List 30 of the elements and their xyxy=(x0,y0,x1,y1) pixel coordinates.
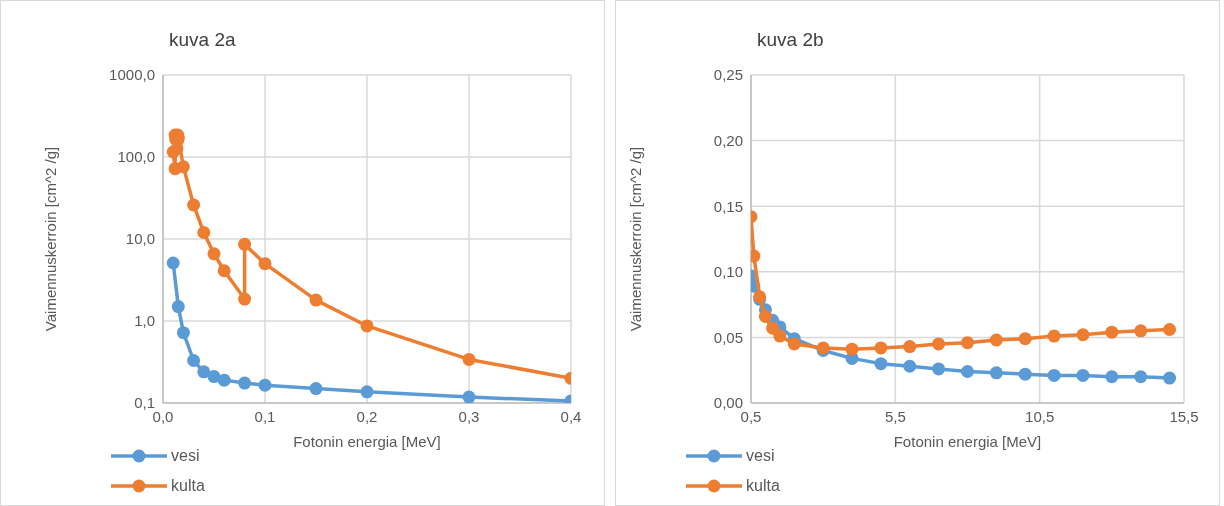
y-tick-label: 0,20 xyxy=(713,131,743,149)
legend-label: kulta xyxy=(746,477,780,495)
chart-title: kuva 2a xyxy=(169,29,236,51)
x-tick-label: 0,5 xyxy=(740,407,762,425)
y-tick-label: 0,05 xyxy=(713,328,743,346)
y-tick-label: 10,0 xyxy=(125,230,155,248)
x-tick-label: 15,5 xyxy=(1169,407,1199,425)
chart-title: kuva 2b xyxy=(757,29,824,51)
x-axis-title: Fotonin energia [MeV] xyxy=(893,433,1042,450)
legend-label: vesi xyxy=(171,447,200,465)
x-tick-label: 10,5 xyxy=(1025,407,1055,425)
y-tick-label: 0,25 xyxy=(713,66,743,84)
x-tick-label: 0,1 xyxy=(254,407,276,425)
x-tick-label: 0,2 xyxy=(356,407,378,425)
y-tick-label: 100,0 xyxy=(117,148,155,166)
y-tick-label: 1,0 xyxy=(134,312,155,330)
x-tick-label: 0,4 xyxy=(560,407,582,425)
x-axis-title: Fotonin energia [MeV] xyxy=(293,433,441,450)
y-axis-title: Vaimennuskerroin [cm^2 /g] xyxy=(42,146,60,332)
x-tick-label: 0,3 xyxy=(458,407,480,425)
y-axis-title: Vaimennuskerroin [cm^2 /g] xyxy=(627,146,645,332)
legend-label: vesi xyxy=(746,447,775,465)
legend-label: kulta xyxy=(171,477,205,495)
y-tick-label: 0,10 xyxy=(713,263,743,281)
y-tick-label: 0,15 xyxy=(713,197,743,215)
x-tick-label: 5,5 xyxy=(884,407,906,425)
y-tick-label: 0,1 xyxy=(134,394,155,412)
x-tick-label: 0,0 xyxy=(152,407,174,425)
y-tick-label: 0,00 xyxy=(713,394,743,412)
y-tick-label: 1000,0 xyxy=(109,66,155,84)
